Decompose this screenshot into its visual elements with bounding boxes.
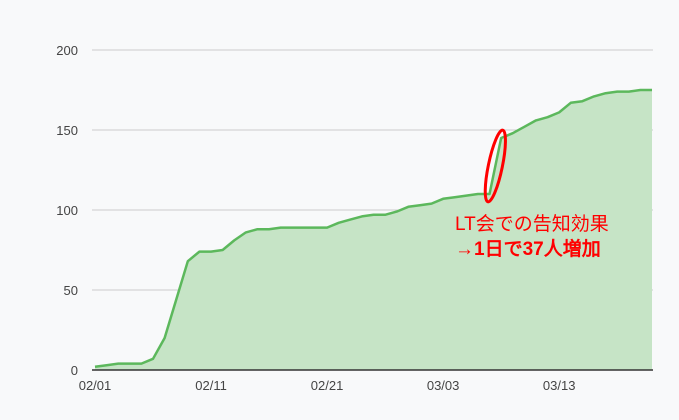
area-fill <box>95 90 652 370</box>
annotation-ellipse <box>483 128 507 204</box>
annotation-text: LT会での告知効果 →1日で37人増加 <box>455 212 609 262</box>
x-tick-label: 03/03 <box>427 378 460 393</box>
x-tick-label: 02/21 <box>311 378 344 393</box>
annotation-line-2: →1日で37人増加 <box>455 239 601 260</box>
y-tick-label: 0 <box>71 363 78 378</box>
x-tick-label: 03/13 <box>543 378 576 393</box>
y-tick-label: 150 <box>56 123 78 138</box>
y-tick-label: 200 <box>56 43 78 58</box>
x-tick-label: 02/11 <box>195 378 227 393</box>
annotation-line-1: LT会での告知効果 <box>455 214 609 235</box>
x-tick-label: 02/01 <box>79 378 112 393</box>
y-tick-label: 100 <box>56 203 78 218</box>
y-tick-label: 50 <box>64 283 78 298</box>
